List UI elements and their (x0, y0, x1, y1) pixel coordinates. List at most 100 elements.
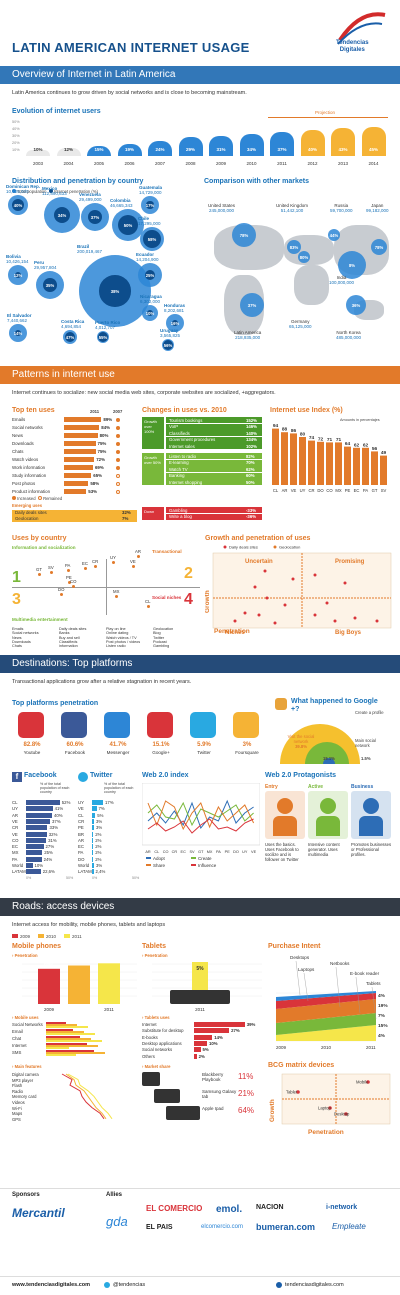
use-trend-icon (116, 434, 120, 438)
market-bubble (338, 251, 366, 279)
index-label: PA (363, 488, 368, 493)
bcg-title: BCG matrix devices (268, 1062, 335, 1069)
country-name: Chile (138, 216, 150, 221)
country-penetration (145, 270, 155, 280)
use-trend-icon (116, 490, 120, 494)
gp-axis-x: Penetration (214, 628, 250, 635)
platform-icon (18, 712, 44, 738)
market-pct: 8% (348, 263, 356, 268)
top-uses-title: Top ten uses (12, 407, 55, 414)
quad-dot (72, 585, 75, 588)
market-pct: 78% (374, 245, 384, 250)
country-pop: 14,204,900 (136, 257, 159, 262)
country-name: Puerto Rico (95, 320, 121, 325)
mobile-uses-list: Social Networks Email Chat Internet SMS (12, 1022, 137, 1060)
platform-value: 60.6% (66, 742, 84, 748)
mob-pct: 97% (104, 960, 115, 963)
protag-title: Web 2.0 Protagonists (265, 772, 337, 779)
footer-twitter[interactable]: @tendencias (113, 1282, 146, 1288)
feature-line (67, 1073, 113, 1120)
roads-intro: Internet access for mobility, mobile pho… (12, 922, 166, 928)
country-name: Ecuador (136, 252, 155, 257)
gp-point (253, 585, 257, 589)
use-trend-icon (116, 458, 120, 462)
quad-number: 2 (184, 565, 193, 582)
web20-country: PA (216, 850, 221, 854)
country-label: Guatemala 14,729,000 (139, 185, 162, 195)
use-value: 84% (101, 425, 111, 430)
legend-total-icon (12, 189, 16, 193)
axis-fifty: 50% (66, 875, 74, 880)
quad-number: 4 (184, 591, 193, 608)
tablet-device-icon (170, 990, 230, 1004)
country-pct: 55% (98, 335, 108, 340)
logo-swoosh-icon (337, 12, 386, 45)
platform-name: Twitter (197, 750, 211, 755)
change-name: Listen to radio (169, 453, 196, 459)
feature-name: Videos (12, 1100, 25, 1105)
mobile-penetration-text: Penetration (14, 953, 38, 958)
gp-point (333, 619, 337, 623)
bar-country: DO (78, 856, 85, 862)
purch-leader (371, 986, 377, 1020)
market-pop: 51,442,100 (280, 208, 304, 213)
feature-line (65, 1073, 107, 1120)
bar-fill (92, 812, 96, 818)
web20-country: CO (163, 850, 169, 854)
bar-value: 5% (97, 812, 104, 818)
legend-remained: Remained (43, 496, 63, 501)
mob-year-2: 2011 (104, 1007, 114, 1012)
platform-icon (147, 712, 173, 738)
twitter-title: Twitter (90, 772, 113, 779)
bar-country: PA (78, 850, 84, 856)
market-label: Japan 99,182,000 (366, 203, 389, 213)
footer-url2[interactable]: tendenciasdigitales.com (285, 1282, 344, 1288)
purch-value: 4% (378, 993, 386, 999)
use-value: 53% (88, 489, 98, 494)
web20-country: VE (251, 850, 257, 854)
index-label: EC (354, 488, 360, 493)
country-pop: 46,665,343 (110, 203, 133, 208)
bcg-label: Mobile (356, 1080, 369, 1085)
change-name: E-learning (169, 460, 189, 465)
market-pop: 100,000,000 (329, 280, 355, 285)
year-label: 2011 (72, 934, 82, 939)
feature-name: Maps (12, 1111, 23, 1117)
quad-country: CO (70, 579, 77, 584)
gp-zone: Uncertain (245, 559, 273, 565)
country-label: Colombia 46,665,343 (110, 198, 133, 208)
evo-year: 2013 (337, 161, 348, 166)
use-name: Work information (12, 465, 46, 470)
country-pop: 6,302,000 (140, 299, 161, 304)
market-label: United States 245,000,000 (208, 203, 235, 213)
features-list: Digital camera MP3 player Flash Radio Memory… (12, 1072, 137, 1124)
country-label: Uruguay 3,565,825 (160, 328, 180, 338)
allies-logos: gda EL COMERCIO emol. NACION i-network EL PAI… (106, 1200, 396, 1240)
mobile-uses-text: Mobile uses (14, 1015, 39, 1020)
country-pop: 10,026,000 (6, 189, 29, 194)
tab-use-name: Others (142, 1053, 155, 1059)
purch-label: Laptops (298, 967, 315, 972)
bar-country: LATAM (78, 869, 92, 875)
use-value: 80% (99, 433, 109, 438)
gp-point (263, 569, 267, 573)
bar-fill (92, 800, 104, 805)
use-bar (64, 417, 102, 422)
purch-year: 2010 (321, 1045, 332, 1050)
change-value: 152% (246, 417, 257, 423)
footer-url[interactable]: www.tendenciasdigitales.com (12, 1282, 91, 1288)
evo-user-icon (178, 137, 203, 156)
purch-label: Netbooks (330, 961, 350, 966)
landmass (294, 265, 329, 305)
quad-dot (115, 595, 118, 598)
bar-country: AR (78, 837, 84, 843)
index-value: 64 (345, 441, 351, 447)
country-label: Costa Rica 4,694,854 (61, 319, 84, 329)
index-label: UY (300, 488, 306, 493)
evo-year: 2007 (154, 161, 165, 166)
bar-country: MX (12, 850, 19, 856)
projection-line (268, 117, 388, 118)
market-pop: 245,000,000 (208, 208, 235, 213)
bar-value: 10% (34, 863, 44, 868)
market-name: North Korea (336, 330, 361, 335)
